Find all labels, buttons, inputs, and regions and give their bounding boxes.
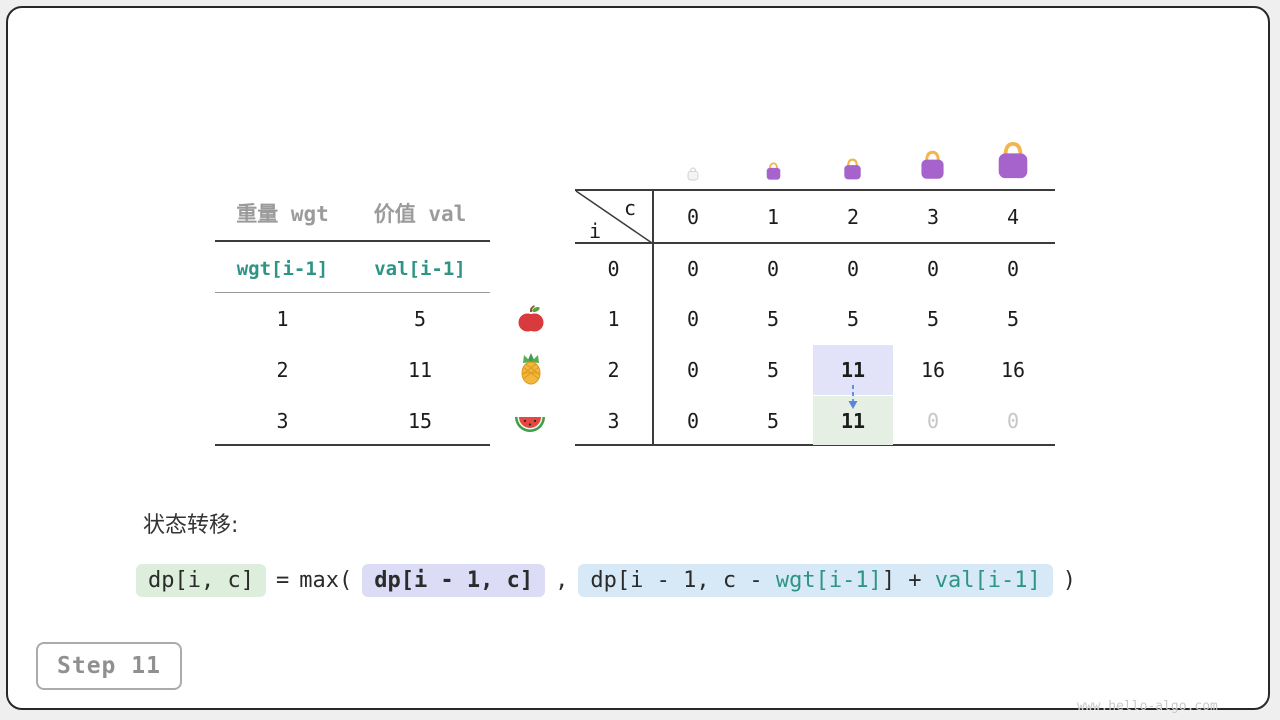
dp-col-header: 2 — [846, 204, 860, 229]
dp-cell: 0 — [1006, 408, 1020, 433]
handbag-icon — [917, 150, 948, 181]
dp-cell: 5 — [926, 307, 940, 331]
dp-cell: 5 — [766, 408, 780, 433]
dp-cell: 5 — [766, 307, 780, 331]
formula-chip-take: dp[i - 1, c - wgt[i-1]] + val[i-1] — [578, 563, 1053, 597]
transition-label: 状态转移: — [143, 513, 239, 538]
dp-cell: 0 — [686, 408, 700, 433]
dp-cell: 16 — [1000, 358, 1026, 382]
dp-row-header: 1 — [607, 307, 620, 331]
dp-cell: 0 — [1006, 256, 1020, 281]
dp-cell: 0 — [686, 256, 700, 281]
item-weight: 3 — [276, 409, 289, 433]
dp-cell: 5 — [766, 358, 780, 382]
formula-chip-result: dp[i, c] — [136, 563, 266, 597]
dp-table-header-divider — [575, 242, 1055, 244]
dp-corner-col-label: c — [624, 196, 637, 220]
dp-row-header: 0 — [607, 256, 620, 281]
formula-chip-keep: dp[i - 1, c] — [362, 563, 546, 597]
formula-take-part1: dp[i - 1, c - — [590, 567, 776, 593]
dp-cell: 0 — [846, 256, 860, 281]
formula-take-wgt: wgt[i-1] — [775, 567, 882, 593]
dp-col-header: 0 — [686, 204, 700, 229]
items-table-val-formula: val[i-1] — [374, 258, 466, 280]
dp-table-top-divider — [575, 189, 1055, 191]
dp-cell: 0 — [686, 358, 700, 382]
dp-cell: 0 — [926, 256, 940, 281]
items-table-header-weight: 重量 wgt — [236, 202, 329, 226]
dp-col-header: 1 — [766, 204, 780, 229]
dp-cell: 0 — [766, 256, 780, 281]
watermelon-icon — [513, 404, 547, 438]
item-weight: 2 — [276, 358, 289, 382]
dp-cell: 5 — [1006, 307, 1020, 331]
dp-row-header: 2 — [607, 358, 620, 382]
transition-arrowhead — [848, 401, 858, 409]
dp-row-header: 3 — [607, 408, 620, 433]
handbag-icon — [686, 167, 700, 181]
items-table-header-value: 价值 val — [373, 202, 467, 226]
items-table-bottom-divider — [215, 444, 490, 446]
dp-col-header: 3 — [926, 204, 940, 229]
items-table-divider — [215, 292, 490, 293]
handbag-icon — [993, 141, 1033, 181]
transition-formula: dp[i, c] = max( dp[i - 1, c] , dp[i - 1,… — [136, 558, 1076, 602]
corner-diagonal-line — [575, 190, 653, 244]
step-badge: Step 11 — [36, 642, 182, 690]
formula-max-open: max( — [299, 567, 353, 593]
dp-cell: 16 — [920, 358, 946, 382]
dp-col-header: 4 — [1006, 204, 1020, 229]
item-value: 15 — [407, 409, 433, 433]
dp-table-vertical-divider — [652, 189, 654, 446]
dp-cell: 0 — [926, 408, 940, 433]
item-value: 11 — [407, 358, 433, 382]
dp-cell: 0 — [686, 307, 700, 331]
formula-equals: = — [275, 567, 290, 593]
apple-icon — [515, 303, 547, 335]
formula-take-val: val[i-1] — [934, 567, 1041, 593]
handbag-icon — [841, 158, 864, 181]
handbag-icon — [764, 162, 783, 181]
item-weight: 1 — [276, 307, 289, 331]
dp-corner-row-label: i — [589, 219, 602, 243]
items-table-header-divider — [215, 240, 490, 242]
formula-comma: , — [555, 567, 569, 593]
dp-cell: 5 — [846, 307, 860, 331]
formula-close-paren: ) — [1062, 567, 1077, 593]
formula-take-part3: ] + — [881, 567, 935, 593]
dp-table-bottom-divider — [575, 444, 1055, 446]
items-table-wgt-formula: wgt[i-1] — [236, 258, 329, 280]
item-value: 5 — [413, 307, 427, 331]
watermark: www.hello-algo.com — [1077, 699, 1218, 714]
pineapple-icon — [515, 353, 547, 385]
dp-cell-source: 11 — [813, 345, 893, 395]
